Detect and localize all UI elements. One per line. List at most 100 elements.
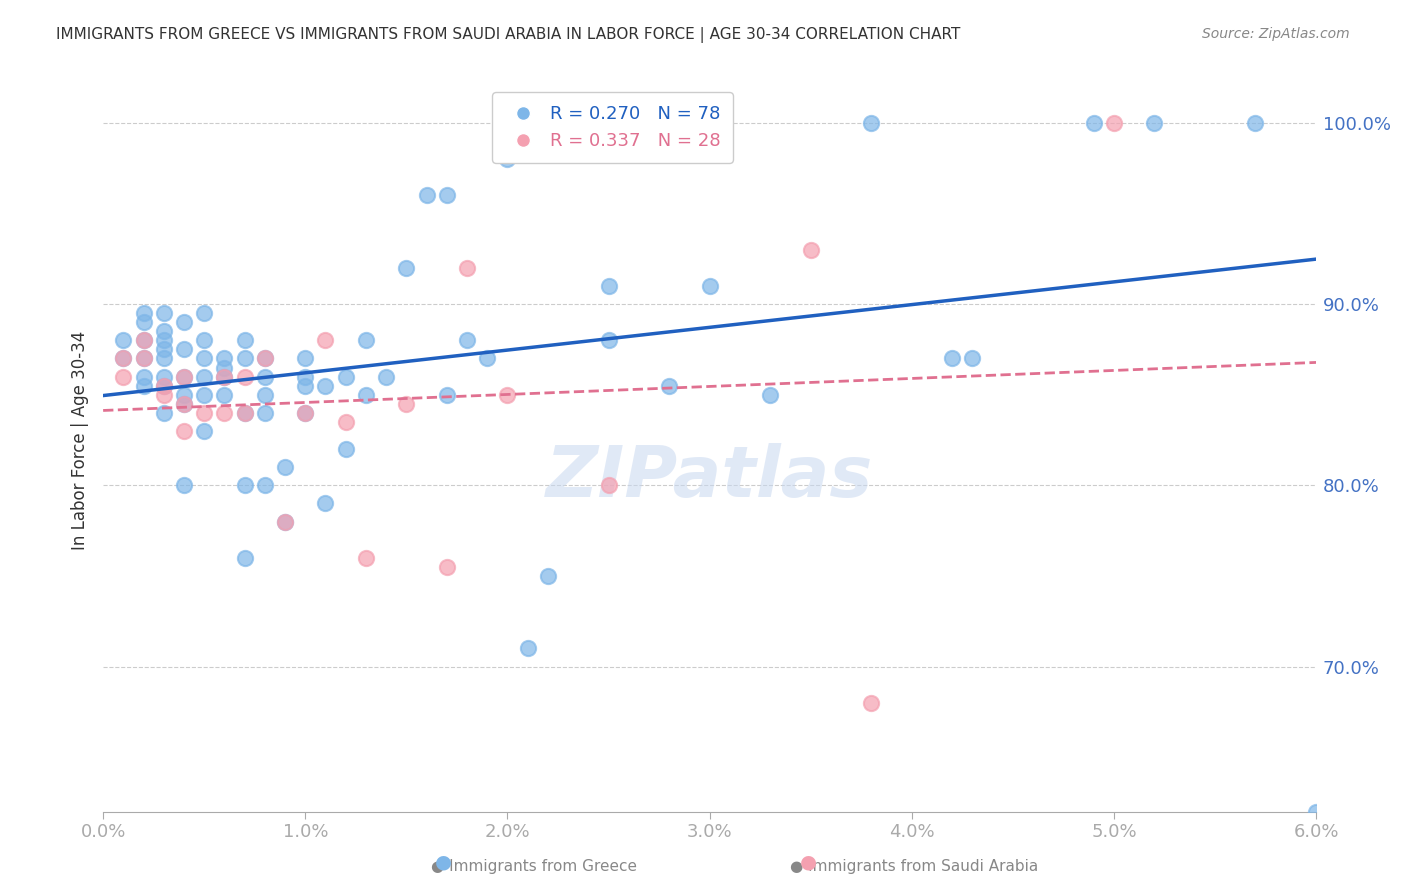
Point xyxy=(173,388,195,402)
Point xyxy=(496,152,519,166)
Point xyxy=(354,388,377,402)
Point xyxy=(173,397,195,411)
Point xyxy=(193,424,215,438)
Point xyxy=(253,369,276,384)
Point xyxy=(598,334,620,348)
Point xyxy=(335,442,357,456)
Point xyxy=(233,406,256,420)
Point xyxy=(214,406,236,420)
Point xyxy=(193,334,215,348)
Point xyxy=(214,351,236,366)
Point xyxy=(415,188,437,202)
Point xyxy=(941,351,963,366)
Point xyxy=(214,369,236,384)
Point xyxy=(152,369,174,384)
Point xyxy=(193,369,215,384)
Point xyxy=(253,351,276,366)
Point xyxy=(173,343,195,357)
Point xyxy=(860,116,883,130)
Point xyxy=(1305,805,1327,819)
Point xyxy=(132,369,155,384)
Point xyxy=(152,378,174,392)
Point xyxy=(152,306,174,320)
Text: Source: ZipAtlas.com: Source: ZipAtlas.com xyxy=(1202,27,1350,41)
Point xyxy=(132,334,155,348)
Point xyxy=(315,334,337,348)
Point xyxy=(598,279,620,293)
Point xyxy=(354,550,377,565)
Point xyxy=(294,406,316,420)
Point xyxy=(233,478,256,492)
Point xyxy=(193,388,215,402)
Text: ●: ● xyxy=(434,853,451,871)
Point xyxy=(274,515,297,529)
Point xyxy=(496,388,519,402)
Text: ●: ● xyxy=(800,853,817,871)
Point xyxy=(335,415,357,429)
Point xyxy=(173,315,195,329)
Point xyxy=(516,641,538,656)
Point xyxy=(173,397,195,411)
Text: ● Immigrants from Saudi Arabia: ● Immigrants from Saudi Arabia xyxy=(790,859,1038,874)
Point xyxy=(1244,116,1267,130)
Point xyxy=(132,378,155,392)
Point xyxy=(253,478,276,492)
Point xyxy=(1143,116,1166,130)
Point xyxy=(436,388,458,402)
Point xyxy=(436,560,458,574)
Point xyxy=(699,279,721,293)
Point xyxy=(315,496,337,510)
Point xyxy=(456,260,478,275)
Point xyxy=(436,188,458,202)
Point xyxy=(375,369,398,384)
Point xyxy=(193,351,215,366)
Point xyxy=(395,397,418,411)
Text: ZIPatlas: ZIPatlas xyxy=(546,442,873,512)
Point xyxy=(253,388,276,402)
Point xyxy=(1102,116,1125,130)
Point xyxy=(537,569,560,583)
Point xyxy=(253,406,276,420)
Point xyxy=(233,351,256,366)
Point xyxy=(152,343,174,357)
Point xyxy=(112,334,135,348)
Point xyxy=(456,334,478,348)
Point xyxy=(658,378,681,392)
Y-axis label: In Labor Force | Age 30-34: In Labor Force | Age 30-34 xyxy=(72,330,89,549)
Point xyxy=(173,369,195,384)
Legend: R = 0.270   N = 78, R = 0.337   N = 28: R = 0.270 N = 78, R = 0.337 N = 28 xyxy=(492,93,733,162)
Point xyxy=(193,306,215,320)
Point xyxy=(112,351,135,366)
Point xyxy=(132,351,155,366)
Point xyxy=(294,351,316,366)
Point xyxy=(354,334,377,348)
Point xyxy=(274,460,297,475)
Point xyxy=(233,406,256,420)
Point xyxy=(233,369,256,384)
Point xyxy=(173,424,195,438)
Point xyxy=(315,378,337,392)
Point xyxy=(214,388,236,402)
Point xyxy=(294,406,316,420)
Point xyxy=(152,388,174,402)
Point xyxy=(152,324,174,338)
Point xyxy=(152,351,174,366)
Point xyxy=(214,369,236,384)
Point xyxy=(152,406,174,420)
Text: ● Immigrants from Greece: ● Immigrants from Greece xyxy=(432,859,637,874)
Point xyxy=(800,243,823,257)
Point xyxy=(152,334,174,348)
Point xyxy=(173,478,195,492)
Point xyxy=(132,315,155,329)
Point xyxy=(132,351,155,366)
Point xyxy=(112,351,135,366)
Point xyxy=(860,696,883,710)
Point xyxy=(233,550,256,565)
Point xyxy=(962,351,984,366)
Point xyxy=(1346,116,1368,130)
Point xyxy=(193,406,215,420)
Point xyxy=(214,360,236,375)
Text: IMMIGRANTS FROM GREECE VS IMMIGRANTS FROM SAUDI ARABIA IN LABOR FORCE | AGE 30-3: IMMIGRANTS FROM GREECE VS IMMIGRANTS FRO… xyxy=(56,27,960,43)
Point xyxy=(395,260,418,275)
Point xyxy=(477,351,499,366)
